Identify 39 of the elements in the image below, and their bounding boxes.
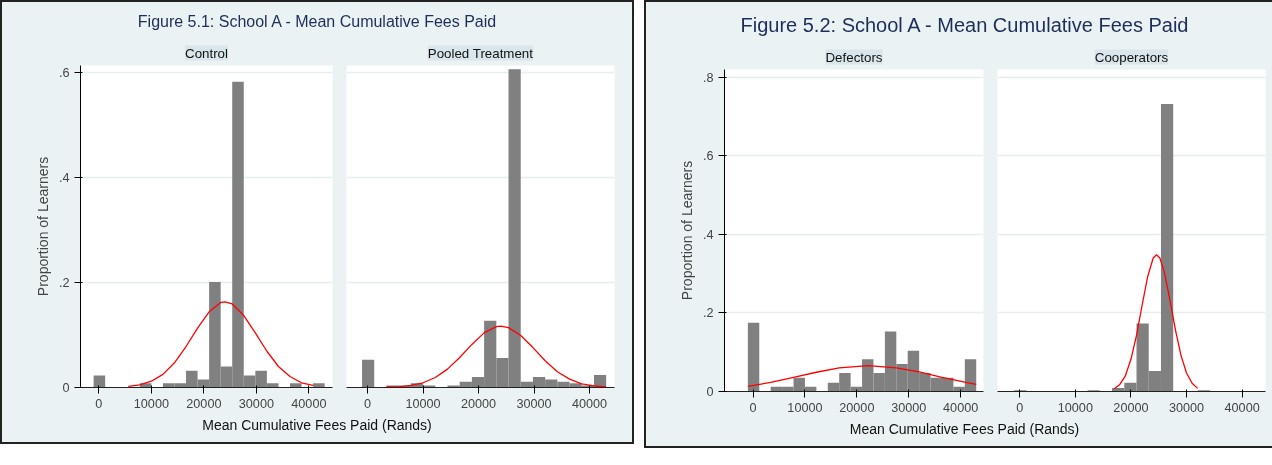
x-tick-label: 0 (364, 396, 372, 411)
x-axis-title: Mean Cumulative Fees Paid (Rands) (202, 416, 432, 435)
x-tick-label: 20000 (839, 400, 875, 415)
y-tick-label: .4 (58, 170, 70, 185)
y-tick-label: .2 (58, 275, 70, 290)
y-tick-label: .6 (702, 149, 714, 164)
x-tick-label: 30000 (516, 396, 552, 411)
chart-subtitle: Defectors (825, 49, 883, 65)
x-tick-label: 40000 (943, 400, 979, 415)
chart-subtitle: Cooperators (1094, 49, 1169, 65)
x-axis-title: Mean Cumulative Fees Paid (Rands) (849, 420, 1080, 439)
x-tick-label: 40000 (571, 396, 608, 411)
x-tick-label: 0 (749, 400, 757, 415)
x-tick-label: 30000 (1168, 400, 1205, 415)
y-tick-label: 0 (62, 381, 70, 395)
y-axis-title: Proportion of Learners (34, 156, 51, 297)
x-tick-label: 10000 (133, 396, 169, 411)
x-tick-label: 30000 (238, 396, 274, 411)
x-tick-label: 10000 (1057, 400, 1093, 415)
x-tick-label: 0 (95, 396, 103, 411)
x-tick-label: 40000 (291, 396, 327, 411)
chart-title: Figure 5.2: School A - Mean Cumulative Fees Paid (740, 13, 1189, 38)
y-tick-label: 0 (706, 385, 714, 399)
x-tick-label: 40000 (1224, 400, 1260, 415)
x-tick-label: 20000 (460, 396, 497, 411)
y-tick-label: .6 (58, 65, 70, 80)
x-tick-label: 30000 (891, 400, 927, 415)
x-tick-label: 20000 (1113, 400, 1149, 415)
x-tick-label: 20000 (186, 396, 222, 411)
chart-subtitle: Control (185, 45, 229, 61)
x-tick-label: 10000 (787, 400, 823, 415)
y-axis-title: Proportion of Learners (678, 160, 695, 301)
x-tick-label: 0 (1016, 400, 1024, 415)
x-tick-label: 10000 (405, 396, 441, 411)
chart-subtitle: Pooled Treatment (427, 45, 534, 61)
y-tick-label: .2 (702, 306, 714, 321)
chart-title: Figure 5.1: School A - Mean Cumulative Fees Paid (137, 12, 497, 32)
y-tick-label: .8 (702, 70, 714, 85)
y-tick-label: .4 (702, 227, 714, 242)
